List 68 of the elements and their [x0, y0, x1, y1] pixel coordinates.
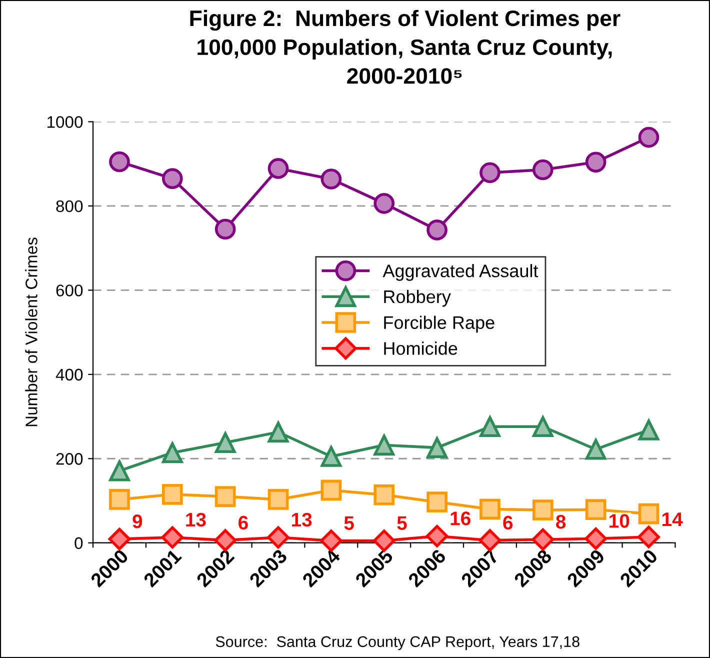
y-tick-label: 0: [74, 537, 83, 550]
point: [480, 162, 500, 184]
point: [478, 529, 502, 552]
data-label: 8: [556, 514, 566, 529]
point: [372, 530, 396, 552]
data-label: 5: [397, 516, 407, 530]
data-label: 9: [132, 514, 142, 528]
y-tick-label: 600: [56, 284, 83, 296]
point: [268, 422, 289, 443]
point: [320, 168, 342, 190]
point: [109, 489, 130, 510]
source-note: Source: Santa Cruz County CAP Report, Years 17,18: [216, 636, 580, 650]
data-label: 6: [238, 516, 248, 530]
point: [638, 126, 660, 148]
point: [532, 416, 554, 438]
legend-label: Forcible Rape: [384, 316, 494, 333]
point: [532, 159, 554, 180]
data-label: 10: [610, 514, 630, 528]
y-axis-title: Number of Violent Crimes: [25, 238, 38, 426]
point: [480, 416, 500, 438]
data-label: 6: [503, 516, 513, 530]
point: [426, 437, 448, 458]
point: [426, 524, 448, 548]
y-tick-label: 400: [56, 368, 83, 381]
point: [426, 220, 448, 240]
point: [320, 530, 342, 552]
data-label: 5: [344, 516, 354, 530]
point: [161, 526, 184, 549]
data-label: 14: [662, 512, 683, 526]
point: [374, 484, 395, 506]
data-label: 16: [450, 512, 470, 526]
point: [638, 503, 660, 524]
point: [585, 152, 606, 173]
point: [268, 158, 289, 179]
point: [214, 432, 236, 454]
point: [532, 528, 554, 551]
data-label: 13: [292, 512, 312, 527]
point: [214, 529, 237, 552]
legend-label: Robbery: [384, 290, 451, 307]
point: [268, 489, 289, 510]
y-tick-label: 200: [56, 453, 83, 465]
point: [585, 438, 606, 460]
point: [108, 528, 131, 550]
data-label: 13: [186, 512, 206, 527]
point: [109, 460, 130, 482]
point: [585, 499, 606, 520]
point: [214, 218, 236, 240]
point: [320, 480, 342, 501]
point: [109, 151, 130, 172]
point: [480, 498, 500, 520]
point: [532, 500, 554, 520]
point: [162, 168, 183, 189]
legend-label: Homicide: [384, 342, 458, 355]
y-tick-label: 800: [56, 200, 83, 212]
point: [267, 526, 290, 549]
point: [374, 193, 395, 214]
point: [214, 486, 236, 507]
chart-title: Figure 2: Numbers of Violent Crimes per 100,000 Population, Santa Cruz County, 2000-2010⁵: [190, 10, 620, 84]
legend-label: Aggravated Assault: [382, 264, 538, 281]
point: [162, 484, 183, 505]
y-tick-label: 1000: [47, 116, 83, 128]
point: [638, 526, 660, 548]
point: [162, 442, 183, 464]
point: [584, 527, 608, 550]
point: [426, 492, 448, 512]
point: [374, 434, 395, 456]
point: [638, 420, 660, 440]
point: [320, 446, 342, 467]
